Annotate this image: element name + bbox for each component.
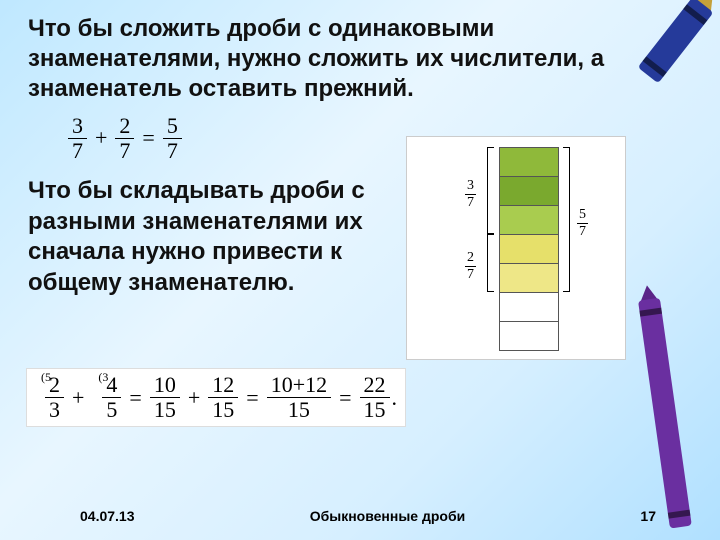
bar-cell [500,206,558,235]
bar-cell [500,293,558,322]
multiplier-note-b: (3 [98,370,108,385]
fraction-bar-diagram: 37 27 57 [406,136,626,360]
equation-different-denominator: (5 23 + (3 45 = 1015 + 1215 = 10+1215 = … [26,368,406,427]
label-3-7: 37 [465,179,476,210]
bracket-left-2-7 [487,234,494,292]
label-2-7: 27 [465,251,476,282]
equals-op: = [134,125,162,151]
bar-stack [499,147,559,351]
bracket-left-3-7 [487,147,494,234]
footer-title: Обыкновенные дроби [310,508,466,524]
slide-footer: 04.07.13 Обыкновенные дроби 17 [0,508,720,524]
multiplier-note-a: (5 [41,370,51,385]
bar-cell [500,322,558,350]
bar-cell [500,235,558,264]
bracket-right-5-7 [563,147,570,292]
bar-cell [500,264,558,293]
fraction-result: 57 [163,115,182,162]
label-5-7: 57 [577,208,588,239]
heading-rule-different-denominator: Что бы складывать дроби с разными знамен… [28,176,408,299]
footer-date: 04.07.13 [80,508,135,524]
fraction-a: 37 [68,115,87,162]
heading-rule-same-denominator: Что бы сложить дроби с одинаковыми знаме… [28,14,628,104]
bar-cell [500,148,558,177]
plus-op: + [87,125,115,151]
fraction-b: 27 [115,115,134,162]
bar-cell [500,177,558,206]
